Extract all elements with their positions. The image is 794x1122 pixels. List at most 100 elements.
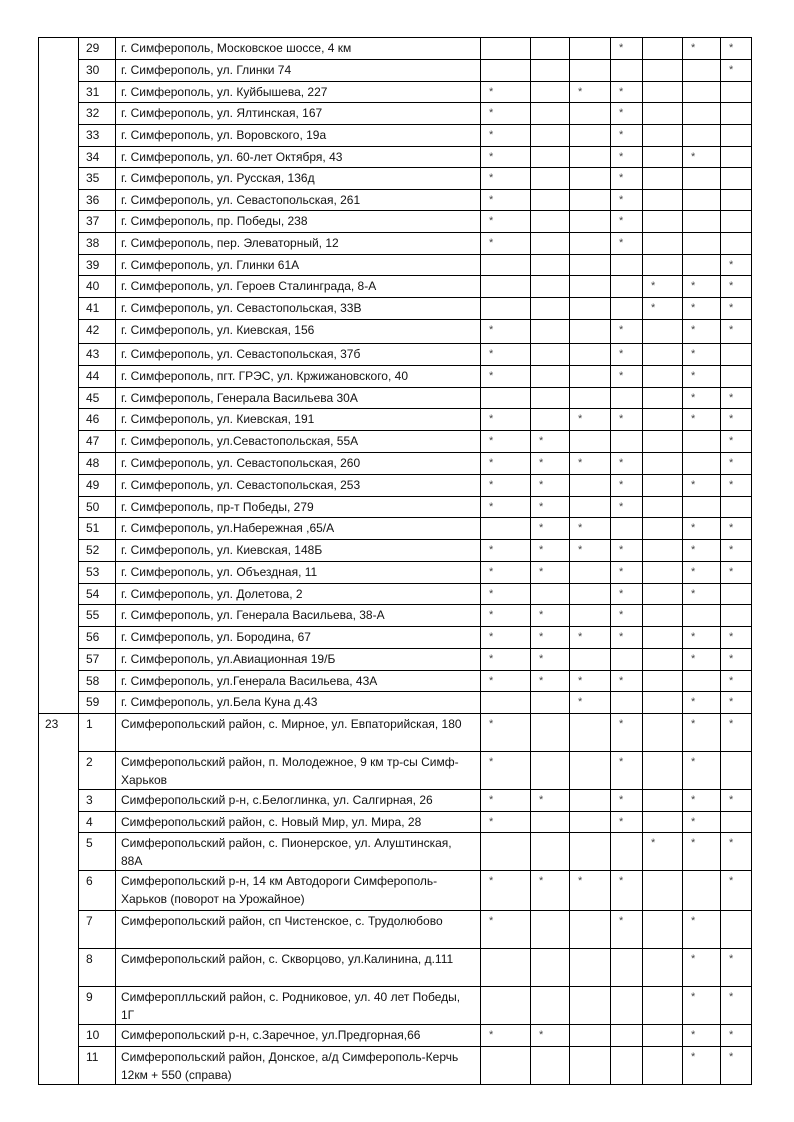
table-row: 4 Симферопольский район, с. Новый Мир, ул…: [39, 811, 752, 833]
mark-cell: *: [530, 670, 570, 692]
mark-cell: [569, 430, 611, 453]
mark-cell: [720, 343, 752, 366]
mark-cell: *: [610, 37, 643, 60]
mark-cell: *: [610, 626, 643, 649]
mark-cell: *: [480, 670, 531, 692]
address-cell: г. Симферополь, Генерала Васильева 30А: [115, 387, 481, 409]
mark-cell: *: [610, 232, 643, 255]
table-row: 42 г. Симферополь, ул. Киевская, 156 * * * *: [39, 319, 752, 344]
address-cell: г. Симферополь, ул. Севастопольская, 260: [115, 452, 481, 475]
mark-cell: *: [480, 751, 531, 790]
address-cell: г. Симферополь, пр. Победы, 238: [115, 210, 481, 233]
row-number-cell: 47: [78, 430, 116, 453]
mark-cell: *: [682, 789, 721, 812]
address-cell: Симферопольский р-н, с.Белоглинка, ул. С…: [115, 789, 481, 812]
mark-cell: [530, 1046, 570, 1085]
table-row: 10 Симферопольский р-н, с.Заречное, ул.Пр…: [39, 1024, 752, 1047]
mark-cell: *: [720, 986, 752, 1025]
mark-cell: [569, 297, 611, 320]
table-row: 57 г. Симферополь, ул.Авиационная 19/Б * * *…: [39, 648, 752, 671]
mark-cell: [642, 387, 683, 409]
table-row: 3 Симферопольский р-н, с.Белоглинка, ул. …: [39, 789, 752, 812]
mark-cell: [720, 124, 752, 147]
mark-cell: *: [569, 452, 611, 475]
mark-cell: [569, 59, 611, 82]
row-number-cell: 49: [78, 474, 116, 497]
table-row: 40 г. Симферополь, ул. Героев Сталинграда…: [39, 275, 752, 298]
mark-cell: *: [682, 539, 721, 562]
table-row: 9 Симфероплльский район, с. Родниковое, у…: [39, 986, 752, 1025]
mark-cell: [642, 789, 683, 812]
mark-cell: *: [480, 319, 531, 344]
row-number-cell: 39: [78, 254, 116, 276]
mark-cell: *: [720, 713, 752, 752]
mark-cell: [569, 910, 611, 949]
mark-cell: [682, 167, 721, 190]
mark-cell: *: [480, 232, 531, 255]
mark-cell: [720, 811, 752, 833]
mark-cell: [530, 275, 570, 298]
mark-cell: *: [569, 81, 611, 103]
mark-cell: [720, 751, 752, 790]
mark-cell: [530, 365, 570, 388]
mark-cell: [569, 37, 611, 60]
mark-cell: *: [530, 1024, 570, 1047]
table-row: 37 г. Симферополь, пр. Победы, 238 * *: [39, 210, 752, 233]
address-cell: г. Симферополь, ул. 60-лет Октября, 43: [115, 146, 481, 168]
mark-cell: [480, 691, 531, 714]
address-cell: г. Симферополь, ул. Бородина, 67: [115, 626, 481, 649]
mark-cell: [530, 811, 570, 833]
row-number-cell: 36: [78, 189, 116, 211]
table-row: 51 г. Симферополь, ул.Набережная ,65/А * * *…: [39, 517, 752, 540]
mark-cell: [720, 910, 752, 949]
row-number-cell: 52: [78, 539, 116, 562]
mark-cell: [569, 343, 611, 366]
mark-cell: [610, 986, 643, 1025]
address-cell: Симферопольский район, с. Мирное, ул. Ев…: [115, 713, 481, 752]
mark-cell: [610, 1046, 643, 1085]
mark-cell: [642, 496, 683, 518]
row-number-cell: 48: [78, 452, 116, 475]
address-cell: г. Симферополь, ул. Воровского, 19а: [115, 124, 481, 147]
table-row: 44 г. Симферополь, пгт. ГРЭС, ул. Кржижан…: [39, 365, 752, 388]
mark-cell: [480, 59, 531, 82]
mark-cell: *: [530, 870, 570, 911]
mark-cell: [610, 275, 643, 298]
address-cell: г. Симферополь, ул.Бела Куна д.43: [115, 691, 481, 714]
row-number-cell: 50: [78, 496, 116, 518]
mark-cell: [720, 496, 752, 518]
address-cell: г. Симферополь, ул. Киевская, 148Б: [115, 539, 481, 562]
mark-cell: *: [610, 713, 643, 752]
row-number-cell: 55: [78, 604, 116, 627]
mark-cell: *: [530, 430, 570, 453]
address-cell: г. Симферополь, ул. Ялтинская, 167: [115, 102, 481, 125]
mark-cell: [642, 811, 683, 833]
mark-cell: [682, 452, 721, 475]
row-number-cell: 11: [78, 1046, 116, 1085]
mark-cell: [569, 986, 611, 1025]
row-number-cell: 44: [78, 365, 116, 388]
mark-cell: *: [530, 626, 570, 649]
mark-cell: [569, 832, 611, 871]
mark-cell: [642, 986, 683, 1025]
mark-cell: [610, 59, 643, 82]
mark-cell: [530, 319, 570, 344]
table-row: 49 г. Симферополь, ул. Севастопольская, 2…: [39, 474, 752, 497]
mark-cell: *: [610, 319, 643, 344]
mark-cell: *: [480, 365, 531, 388]
mark-cell: *: [480, 496, 531, 518]
address-cell: Симферопольский район, сп Чистенское, с.…: [115, 910, 481, 949]
mark-cell: [480, 387, 531, 409]
address-cell: г. Симферополь, ул.Авиационная 19/Б: [115, 648, 481, 671]
address-cell: г. Симферополь, ул. Севастопольская, 261: [115, 189, 481, 211]
address-cell: Симферопольский р-н, с.Заречное, ул.Пред…: [115, 1024, 481, 1047]
mark-cell: [480, 832, 531, 871]
row-number-cell: 51: [78, 517, 116, 540]
row-number-cell: 8: [78, 948, 116, 987]
row-number-cell: 35: [78, 167, 116, 190]
mark-cell: *: [720, 297, 752, 320]
mark-cell: [610, 387, 643, 409]
mark-cell: *: [530, 539, 570, 562]
mark-cell: [530, 59, 570, 82]
mark-cell: *: [480, 539, 531, 562]
